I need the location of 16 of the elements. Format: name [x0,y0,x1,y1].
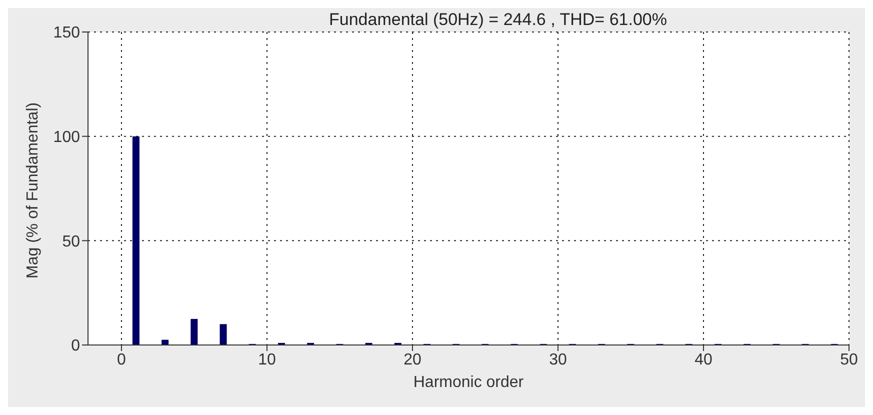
x-tick-label: 30 [549,351,567,368]
chart-title: Fundamental (50Hz) = 244.6 , THD= 61.00% [328,10,668,30]
bar [220,324,227,345]
bar [132,136,140,345]
bar [190,318,198,345]
y-tick-label: 0 [71,338,80,355]
x-tick-label: 0 [117,351,126,368]
y-axis-title: Mag (% of Fundamental) [24,102,42,278]
y-tick-label: 100 [53,129,80,146]
y-tick-label: 50 [62,233,80,250]
x-axis-title: Harmonic order [413,374,524,391]
x-tick-label: 20 [404,351,422,368]
x-tick-label: 10 [258,351,276,368]
y-tick-label: 150 [53,24,80,42]
x-tick-label: 50 [840,351,858,368]
x-tick-label: 40 [694,351,712,368]
